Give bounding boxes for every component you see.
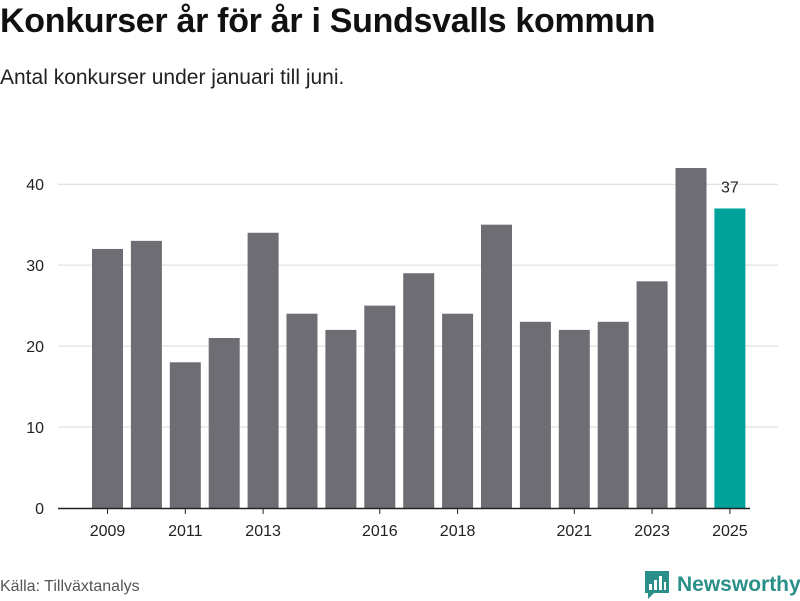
bar-2023 [636,281,668,508]
bar-2018 [442,313,474,508]
y-tick-label: 40 [26,177,44,194]
x-tick-label: 2021 [557,523,593,540]
y-tick-label: 10 [26,420,44,437]
bar-2025 [714,208,746,508]
tick-labels: 0 10 20 30 40 37 2009 2011 2013 2016 2018 2021 2023 2… [26,177,748,540]
axes [58,507,750,514]
bar-2009 [92,248,123,508]
chart-subtitle: Antal konkurser under januari till juni. [0,66,345,89]
bar-2022 [597,321,629,508]
data-label-2025: 37 [721,179,739,196]
bar-2024 [675,168,707,508]
y-tick-label: 30 [26,258,44,275]
brand-name: Newsworthy [677,573,800,596]
x-tick-label: 2023 [634,523,670,540]
y-tick-label: 0 [35,501,44,518]
bar-chart: 0 10 20 30 40 37 2009 2011 2013 2016 2018 2021 2023 2… [26,168,778,540]
bar-2013 [247,232,279,508]
y-tick-label: 20 [26,339,44,356]
bar-2011 [169,362,201,508]
bar-2014 [286,313,318,508]
brand-logo: Newsworthy [645,569,800,601]
source-note: Källa: Tillväxtanalys [0,578,140,595]
bar-2010 [130,240,162,508]
x-tick-label: 2018 [440,523,476,540]
bars [92,168,746,508]
bar-2019 [481,224,512,508]
bar-2017 [403,273,435,508]
bar-2015 [325,329,357,508]
bar-2012 [208,338,240,508]
bar-2021 [558,329,590,508]
x-tick-label: 2009 [90,523,126,540]
bar-2020 [519,321,551,508]
x-tick-label: 2016 [362,523,398,540]
bar-2016 [364,305,396,508]
newsworthy-logo-icon [645,571,669,599]
x-tick-label: 2025 [712,523,748,540]
x-tick-label: 2011 [168,523,203,540]
chart-title: Konkurser år för år i Sundsvalls kommun [0,2,656,40]
x-tick-label: 2013 [245,523,281,540]
